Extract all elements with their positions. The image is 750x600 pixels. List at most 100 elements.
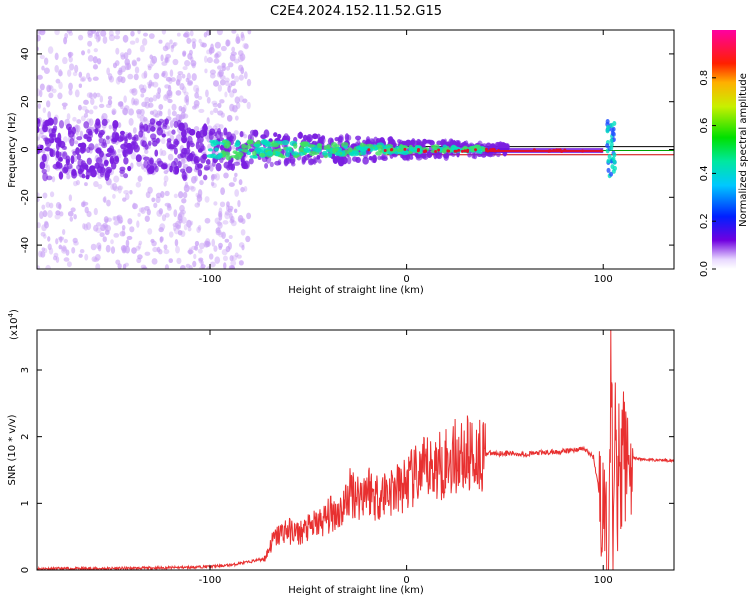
spectrogram-speck xyxy=(114,60,120,66)
spectrogram-speck xyxy=(233,130,239,135)
spectrogram-speck xyxy=(101,112,108,121)
spectrogram-speck xyxy=(95,227,102,234)
spectrogram-speck xyxy=(214,130,222,139)
spectrogram-speck xyxy=(96,242,102,250)
spectrogram-ridge-mark xyxy=(343,145,348,149)
spectrogram-speck xyxy=(84,253,89,261)
spectrogram-speck xyxy=(162,122,168,128)
spectrogram-speck xyxy=(47,210,53,218)
spectrogram-speck xyxy=(95,92,101,98)
spectrogram-speck xyxy=(133,73,139,81)
spectrogram-speck xyxy=(67,126,72,135)
spectrogram-speck xyxy=(240,186,245,193)
snr-xtick-label: 0 xyxy=(403,575,409,586)
spectrogram-speck xyxy=(92,76,99,81)
colorbar-gradient xyxy=(712,30,736,269)
spectrogram-speck xyxy=(219,75,226,80)
spectrogram-speck xyxy=(150,81,155,87)
spectrogram-speck xyxy=(182,86,187,94)
colorbar: 0.0 0.2 0.4 0.6 0.8 Normalized spectral ampl… xyxy=(699,30,749,277)
spectrogram-speck xyxy=(75,130,79,136)
spectrogram-speck xyxy=(68,56,73,63)
spectrogram-speck xyxy=(57,70,64,77)
spectrogram-speck xyxy=(168,231,174,238)
spectrogram-speck xyxy=(68,82,73,91)
spectrogram-ridge-mark xyxy=(331,147,337,153)
spectrogram-speck xyxy=(113,220,120,226)
spectrogram-speck xyxy=(132,202,136,210)
spectrogram-speck xyxy=(204,217,211,224)
spectrogram-speck xyxy=(125,145,132,154)
spectrogram-peak-mark xyxy=(560,149,564,153)
spectrogram-speck xyxy=(65,249,70,256)
spectrogram-speck xyxy=(106,67,111,76)
spectrogram-speck xyxy=(218,245,223,251)
spectrogram-speck xyxy=(120,245,127,252)
spectrogram-speck xyxy=(238,50,244,57)
spectrogram-speck xyxy=(214,41,221,49)
spectrogram-speck xyxy=(230,215,235,223)
spectrogram-speck xyxy=(54,137,61,144)
spectrogram-speck xyxy=(79,145,85,154)
spectrogram-speck xyxy=(47,111,52,119)
spectrogram-speck xyxy=(240,229,246,236)
spectrogram-speck xyxy=(113,156,120,165)
spectrogram-speck xyxy=(181,137,188,144)
spectrogram-speck xyxy=(235,36,241,45)
spectrogram-ridge-mark xyxy=(468,145,476,150)
spectrogram-peak-mark xyxy=(460,149,464,153)
spectrogram-speck xyxy=(154,165,159,173)
spectrogram-speck xyxy=(107,99,113,106)
spectrogram-ytick-label: 40 xyxy=(20,48,31,61)
spectrogram-speck xyxy=(214,52,219,58)
spectrogram-speck xyxy=(161,133,166,138)
spectrogram-speck xyxy=(40,251,46,258)
spectrogram-speck xyxy=(191,73,197,81)
spectrogram-speck xyxy=(161,30,167,35)
spectrogram-speck xyxy=(224,238,230,243)
spectrogram-speck xyxy=(137,30,141,35)
spectrogram-speck xyxy=(233,58,240,64)
spectrogram-speck xyxy=(92,92,97,99)
spectrogram-disturbance-mark xyxy=(611,131,616,137)
spectrogram-speck xyxy=(63,136,68,143)
spectrogram-ridge-mark xyxy=(309,151,316,157)
spectrogram-peak-mark xyxy=(383,148,387,152)
spectrogram-speck xyxy=(202,129,208,137)
spectrogram-speck xyxy=(216,30,223,36)
spectrogram-speck xyxy=(96,58,102,65)
spectrogram-speck xyxy=(219,201,226,208)
spectrogram-speck xyxy=(219,79,226,86)
spectrogram-speck xyxy=(195,87,200,94)
spectrogram-speck xyxy=(37,34,41,42)
spectrogram-speck xyxy=(177,230,183,236)
spectrogram-speck xyxy=(76,153,82,161)
snr-xlabel: Height of straight line (km) xyxy=(288,585,424,596)
snr-ylabel: SNR (10 * v/v) xyxy=(7,414,18,485)
spectrogram-speck xyxy=(119,230,126,237)
spectrogram-speck xyxy=(122,34,129,43)
spectrogram-speck xyxy=(186,37,192,44)
spectrogram-speck xyxy=(79,248,85,254)
spectrogram-speck xyxy=(94,127,99,135)
spectrogram-speck xyxy=(74,140,79,145)
spectrogram-ridge-mark xyxy=(256,140,261,144)
spectrogram-speck xyxy=(98,103,105,109)
spectrogram-speck xyxy=(163,249,170,255)
spectrogram-speck xyxy=(82,223,86,230)
spectrogram-speck xyxy=(220,187,226,196)
spectrogram-speck xyxy=(494,141,500,149)
spectrogram-speck xyxy=(153,72,160,80)
spectrogram-ridge-mark xyxy=(430,144,436,149)
spectrogram-speck xyxy=(100,30,107,37)
spectrogram-speck xyxy=(39,161,46,170)
spectrogram-speck xyxy=(285,135,291,142)
spectrogram-disturbance-mark xyxy=(609,122,614,128)
spectrogram-speck xyxy=(191,245,198,250)
spectrogram-speck xyxy=(55,78,61,84)
spectrogram-ridge-mark xyxy=(360,149,367,156)
spectrogram-ridge-mark xyxy=(259,153,266,157)
spectrogram-speck xyxy=(102,196,107,203)
spectrogram-ridge-mark xyxy=(359,142,365,148)
spectrogram-speck xyxy=(85,72,91,80)
